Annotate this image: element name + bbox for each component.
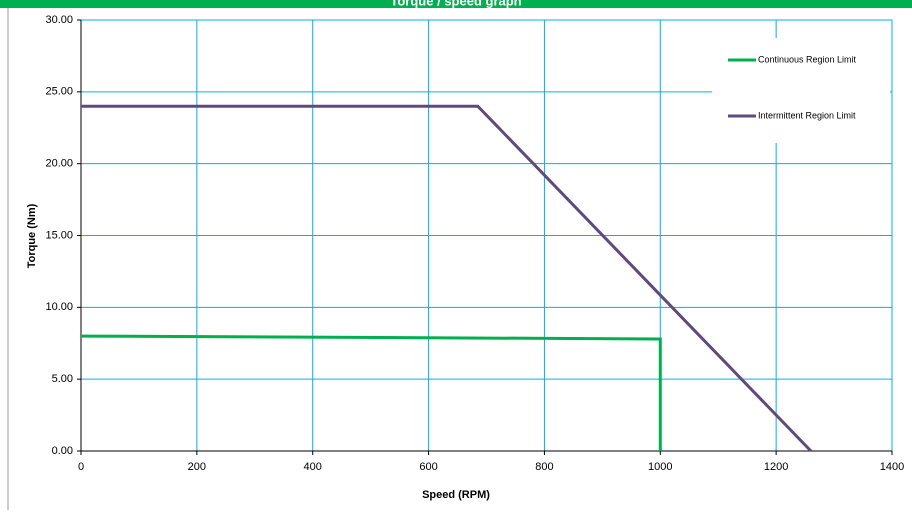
y-tick-label: 25.00 — [45, 86, 73, 98]
legend-box — [712, 38, 890, 143]
legend-label: Intermittent Region Limit — [758, 110, 856, 120]
x-tick-label: 200 — [188, 461, 206, 473]
x-tick-label: 600 — [419, 461, 437, 473]
x-tick-label: 800 — [535, 461, 553, 473]
y-tick-label: 10.00 — [45, 301, 73, 313]
x-tick-label: 1200 — [764, 461, 788, 473]
title-banner — [0, 0, 912, 8]
y-tick-label: 5.00 — [52, 373, 73, 385]
chart-title: Torque / speed graph — [390, 0, 521, 8]
series-line — [81, 104, 812, 453]
x-tick-label: 1400 — [880, 461, 904, 473]
legend-label: Continuous Region Limit — [758, 54, 857, 64]
series-line — [80, 334, 662, 451]
y-tick-label: 30.00 — [45, 14, 73, 26]
y-tick-label: 20.00 — [45, 158, 73, 170]
y-axis-label: Torque (Nm) — [26, 203, 38, 268]
y-tick-label: 0.00 — [52, 445, 73, 457]
x-tick-label: 0 — [78, 461, 84, 473]
y-tick-label: 15.00 — [45, 229, 73, 241]
x-axis-label: Speed (RPM) — [422, 489, 490, 501]
x-tick-label: 400 — [304, 461, 322, 473]
x-tick-label: 1000 — [648, 461, 672, 473]
